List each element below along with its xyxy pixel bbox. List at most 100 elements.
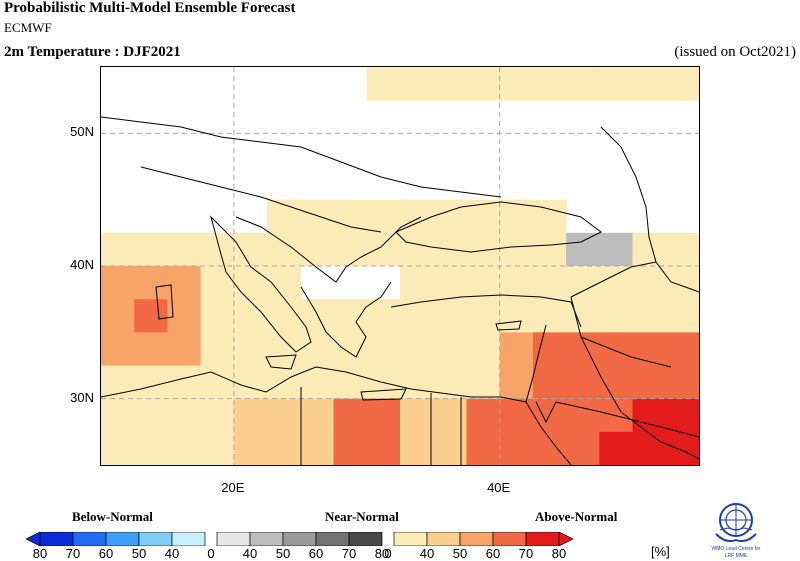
legend-category-near: Near-Normal — [325, 509, 399, 524]
probability-cell — [167, 266, 202, 300]
probability-cell — [532, 266, 567, 300]
legend-colorbar — [26, 532, 574, 546]
probability-cell — [665, 299, 699, 333]
longitude-label: 40E — [487, 480, 511, 495]
probability-cell — [233, 431, 268, 465]
probability-cell — [101, 232, 135, 267]
legend-tick-label: 70 — [518, 546, 534, 561]
legend-tick-label: 80 — [374, 546, 390, 561]
probability-cell — [632, 332, 667, 366]
probability-cell — [300, 232, 335, 267]
probability-cell — [366, 332, 401, 366]
coastline-levant — [525, 324, 547, 403]
legend-swatch — [348, 532, 383, 546]
legend-category-above: Above-Normal — [535, 509, 618, 524]
probability-cell — [366, 232, 401, 267]
probability-cell — [632, 365, 667, 400]
legend-tick-label: 50 — [275, 546, 291, 561]
probability-cell — [333, 431, 368, 465]
border-middle-east-1 — [570, 296, 622, 413]
probability-cell — [366, 299, 401, 333]
probability-cell — [665, 67, 699, 101]
probability-cell — [333, 398, 368, 433]
coastline-black-sea — [395, 201, 602, 253]
probability-cell — [267, 199, 301, 234]
probability-cell — [433, 299, 467, 333]
probability-cell — [632, 266, 667, 300]
probability-cell — [233, 332, 268, 366]
probability-cell — [499, 199, 534, 234]
probability-cell — [233, 232, 268, 267]
legend-tick-label: 40 — [419, 546, 435, 561]
probability-cell — [566, 266, 600, 300]
probability-cell — [300, 398, 335, 433]
legend-tick-label: 70 — [65, 546, 81, 561]
probability-cell — [532, 67, 567, 101]
latitude-label: 30N — [70, 389, 94, 405]
coastline-turkey-south — [390, 294, 582, 328]
legend-swatch — [138, 532, 173, 546]
probability-cell — [366, 398, 401, 433]
legend-tick-label: 40 — [164, 546, 180, 561]
probability-cell — [101, 332, 135, 366]
probability-cell — [433, 365, 467, 400]
coastline-crete — [360, 388, 407, 401]
legend-swatch — [282, 532, 317, 546]
legend-tick-label: 80 — [551, 546, 567, 561]
probability-cell — [333, 232, 368, 267]
legend-swatch — [315, 532, 350, 546]
longitude-label: 20E — [221, 480, 245, 495]
legend-arrow-right — [558, 532, 574, 546]
probability-cell — [200, 431, 235, 465]
probability-cell — [333, 299, 368, 333]
probability-cell — [267, 332, 301, 366]
probability-cell — [200, 266, 235, 300]
probability-cell — [532, 431, 567, 465]
probability-cell — [333, 199, 368, 234]
probability-cell — [267, 232, 301, 267]
variable-title: 2m Temperature : DJF2021 — [4, 44, 181, 60]
legend-tick-label: 40 — [242, 546, 258, 561]
legend-category-below: Below-Normal — [72, 509, 153, 524]
coastline-cyprus — [495, 320, 522, 331]
probability-cell — [101, 398, 135, 433]
legend-tick-label: 80 — [32, 546, 48, 561]
probability-cell — [499, 266, 534, 300]
probability-cell — [466, 365, 501, 400]
probability-cell — [101, 266, 135, 300]
issued-date: (issued on Oct2021) — [674, 44, 796, 60]
probability-cell — [665, 431, 699, 465]
forecast-title: Probabilistic Multi-Model Ensemble Forec… — [4, 0, 296, 16]
probability-cell — [632, 431, 667, 465]
probability-cell — [466, 266, 501, 300]
probability-cell — [134, 365, 168, 400]
probability-cell — [200, 232, 235, 267]
legend-arrow-left — [26, 532, 41, 546]
probability-cell — [665, 266, 699, 300]
legend-swatch — [249, 532, 284, 546]
probability-cell — [233, 365, 268, 400]
probability-cell — [400, 266, 434, 300]
probability-cell — [499, 299, 534, 333]
legend-tick-label: 0 — [384, 546, 392, 561]
probability-cell — [566, 299, 600, 333]
legend-swatch — [393, 532, 428, 546]
probability-cell — [233, 299, 268, 333]
probability-cell — [433, 431, 467, 465]
probability-cell — [200, 332, 235, 366]
latitude-label: 40N — [70, 257, 94, 272]
coastline-greece — [300, 281, 392, 358]
probability-cell — [665, 365, 699, 400]
probability-cell — [532, 232, 567, 267]
probability-cell — [233, 398, 268, 433]
probability-cell — [134, 398, 168, 433]
probability-cell — [167, 431, 202, 465]
probability-cell — [134, 266, 168, 300]
probability-cell — [134, 232, 168, 267]
border-turkey-east — [570, 261, 657, 298]
probability-cell — [466, 332, 501, 366]
probability-cell — [499, 431, 534, 465]
probability-cell — [101, 431, 135, 465]
legend-swatch — [459, 532, 494, 546]
legend-swatch — [492, 532, 527, 546]
